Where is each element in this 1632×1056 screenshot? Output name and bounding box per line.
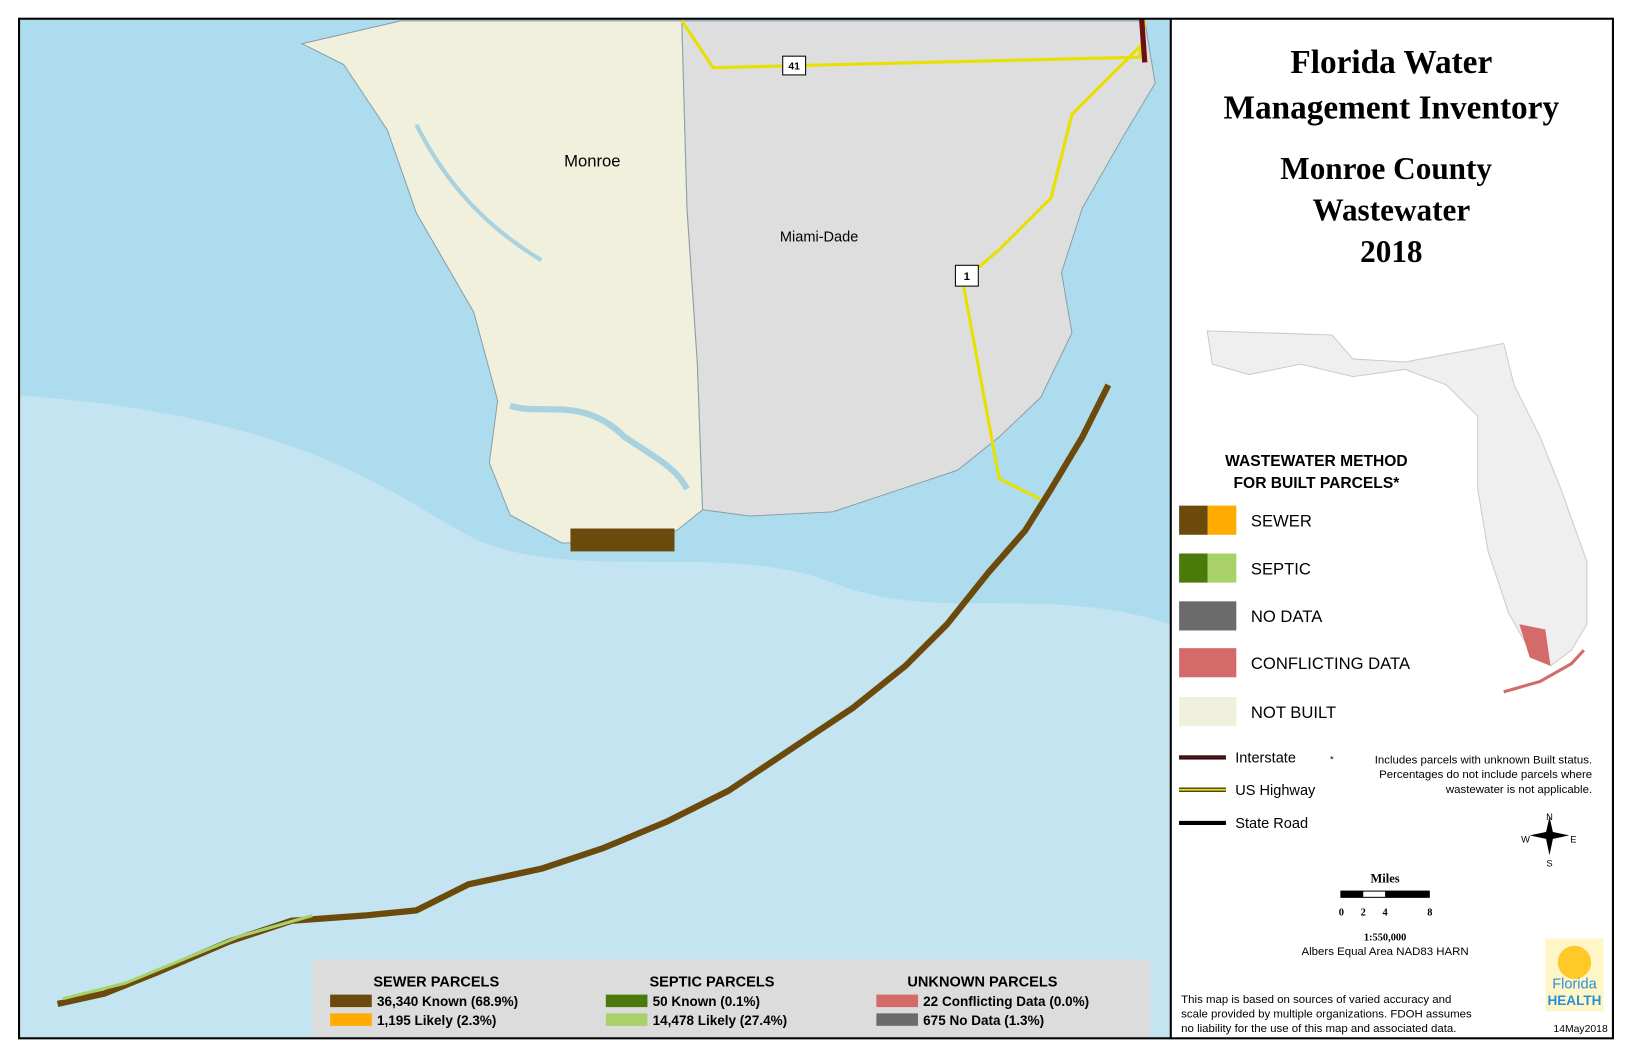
legend-label: NOT BUILT bbox=[1251, 703, 1336, 722]
scale-tick: 4 bbox=[1382, 908, 1387, 919]
scale-tick: 0 bbox=[1339, 908, 1344, 919]
subtitle: Wastewater bbox=[1312, 193, 1470, 228]
subtitle: 2018 bbox=[1360, 234, 1422, 269]
legend-title: FOR BUILT PARCELS* bbox=[1234, 475, 1401, 492]
compass-e: E bbox=[1570, 835, 1576, 845]
summary-title: SEPTIC PARCELS bbox=[649, 974, 774, 990]
legend-swatch bbox=[1179, 648, 1237, 678]
frame bbox=[18, 17, 1614, 1040]
map: 41 1 Monroe Miami-Dade bbox=[19, 18, 1171, 1039]
footnote: Percentages do not include parcels where bbox=[1379, 769, 1592, 781]
summary-row: 36,340 Known (68.9%) bbox=[377, 994, 518, 1009]
scale-tick: 2 bbox=[1361, 908, 1366, 919]
logo-sun bbox=[1557, 945, 1592, 980]
summary-row: 14,478 Likely (27.4%) bbox=[653, 1013, 788, 1028]
projection: Albers Equal Area NAD83 HARN bbox=[1301, 946, 1468, 958]
river bbox=[509, 402, 690, 491]
subtitle: Monroe County bbox=[1280, 151, 1492, 186]
us-1 bbox=[960, 40, 1146, 501]
scale-title: Miles bbox=[1371, 871, 1400, 885]
scale-bar-segment bbox=[1363, 891, 1386, 897]
shield-label: 41 bbox=[788, 62, 800, 73]
shield bbox=[954, 264, 979, 287]
shield bbox=[782, 55, 807, 76]
summary-box bbox=[312, 959, 1150, 1039]
summary-swatch bbox=[330, 1013, 372, 1026]
disclaimer: no liability for the use of this map and… bbox=[1181, 1023, 1456, 1035]
summary-title: UNKNOWN PARCELS bbox=[907, 974, 1057, 990]
county-label: Miami-Dade bbox=[780, 229, 858, 245]
title: Management Inventory bbox=[1224, 90, 1560, 127]
legend-swatch bbox=[1179, 697, 1237, 727]
shield-label: 1 bbox=[964, 271, 971, 283]
summary-swatch bbox=[605, 1013, 648, 1026]
logo-text: HEALTH bbox=[1548, 993, 1602, 1008]
legend-label: NO DATA bbox=[1251, 607, 1323, 626]
footnote: wastewater is not applicable. bbox=[1445, 784, 1592, 796]
road-legend: Interstate US Highway State Road bbox=[1179, 751, 1316, 832]
summary-swatch bbox=[605, 994, 648, 1008]
title: Florida Water bbox=[1290, 44, 1492, 81]
legend-swatch bbox=[1179, 553, 1208, 583]
compass-rose bbox=[1529, 816, 1570, 856]
miami-dade bbox=[681, 20, 1156, 517]
monroe-inset bbox=[1519, 624, 1551, 666]
river bbox=[414, 123, 543, 262]
road-label: US Highway bbox=[1235, 783, 1316, 799]
summary-row: 22 Conflicting Data (0.0%) bbox=[923, 994, 1089, 1009]
parcel-summary: SEWER PARCELS 36,340 Known (68.9%) 1,195 L… bbox=[330, 974, 1089, 1028]
flamingo-parcels bbox=[570, 528, 675, 552]
footnote: Includes parcels with unknown Built stat… bbox=[1375, 755, 1592, 767]
keys-inset bbox=[1503, 649, 1585, 694]
compass-s: S bbox=[1546, 859, 1552, 869]
logo-text: Florida bbox=[1552, 976, 1597, 992]
keys-septic bbox=[62, 914, 313, 1001]
legend-label: SEPTIC bbox=[1251, 559, 1311, 578]
legend-title: WASTEWATER METHOD bbox=[1225, 453, 1408, 470]
disclaimer: scale provided by multiple organizations… bbox=[1181, 1009, 1472, 1021]
summary-title: SEWER PARCELS bbox=[373, 974, 499, 990]
compass-n: N bbox=[1546, 812, 1553, 822]
compass-w: W bbox=[1521, 835, 1530, 845]
legend-label: SEWER bbox=[1251, 511, 1312, 530]
asterisk: * bbox=[1330, 755, 1334, 765]
scale-tick: 8 bbox=[1427, 908, 1432, 919]
disclaimer: This map is based on sources of varied a… bbox=[1181, 994, 1451, 1006]
legend-swatch bbox=[1179, 601, 1237, 631]
summary-swatch bbox=[330, 994, 372, 1008]
legend-swatch bbox=[1207, 505, 1237, 535]
summary-swatch bbox=[876, 1013, 918, 1026]
road-label: Interstate bbox=[1235, 751, 1296, 767]
summary-row: 50 Known (0.1%) bbox=[653, 994, 760, 1009]
legend-swatch bbox=[1207, 553, 1237, 583]
county-label: Monroe bbox=[564, 151, 620, 170]
interstate bbox=[1139, 18, 1148, 63]
date: 14May2018 bbox=[1553, 1024, 1608, 1035]
legend: SEWER SEPTIC NO DATA CONFLICTING DATA NOT BU… bbox=[1179, 505, 1411, 727]
summary-row: 675 No Data (1.3%) bbox=[923, 1013, 1044, 1028]
legend-label: CONFLICTING DATA bbox=[1251, 654, 1411, 673]
road-label: State Road bbox=[1235, 816, 1308, 832]
summary-swatch bbox=[876, 994, 918, 1008]
summary-row: 1,195 Likely (2.3%) bbox=[377, 1013, 496, 1028]
legend-swatch bbox=[1179, 505, 1208, 535]
scale-ratio: 1:550,000 bbox=[1364, 933, 1406, 944]
